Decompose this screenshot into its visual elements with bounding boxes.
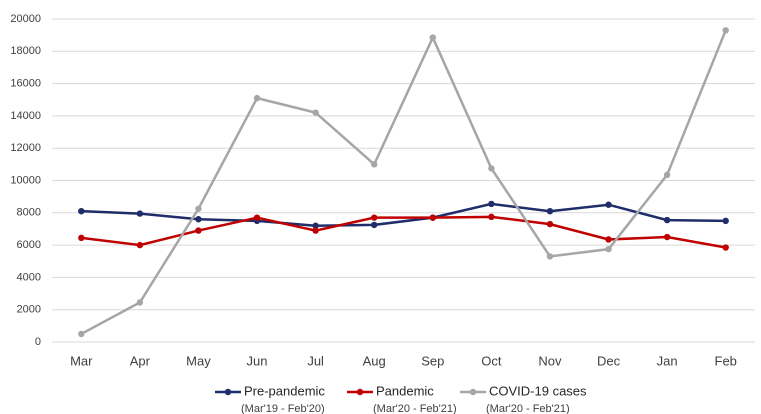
data-point: [605, 245, 612, 253]
data-point: [546, 220, 554, 228]
data-point: [722, 244, 729, 251]
x-tick-label: Sep: [421, 353, 444, 368]
x-tick-label: Apr: [130, 353, 151, 368]
data-point: [429, 34, 436, 41]
data-point: [312, 222, 319, 229]
x-tick-label: May: [186, 353, 211, 368]
data-point: [195, 227, 202, 234]
data-point: [78, 234, 85, 242]
legend-label: COVID-19 cases: [489, 383, 587, 398]
data-point: [195, 216, 202, 223]
y-tick-label: 10000: [10, 174, 41, 186]
data-point: [546, 253, 554, 260]
data-point: [253, 214, 261, 221]
data-point: [663, 233, 671, 241]
data-point: [78, 207, 85, 215]
data-point: [605, 201, 612, 208]
x-tick-label: Mar: [70, 353, 93, 368]
y-tick-label: 14000: [10, 110, 41, 122]
x-tick-label: Jul: [307, 353, 324, 368]
legend-label: Pre-pandemic: [244, 383, 325, 398]
y-tick-label: 16000: [10, 78, 41, 90]
data-point: [663, 216, 671, 224]
data-point: [136, 210, 144, 217]
data-point: [312, 109, 319, 116]
data-point: [722, 217, 729, 225]
x-tick-label: Dec: [597, 353, 621, 368]
data-point: [253, 94, 261, 102]
series-line: [81, 202, 726, 227]
data-point: [429, 214, 436, 221]
legend-marker: [469, 388, 477, 396]
legend-period: (Mar'20 - Feb'21): [373, 403, 457, 414]
data-point: [136, 241, 144, 249]
data-point: [371, 214, 378, 221]
y-tick-label: 18000: [10, 45, 41, 57]
legend-label: Pandemic: [376, 383, 434, 398]
x-tick-label: Oct: [481, 353, 502, 368]
series-line: [80, 29, 727, 336]
legend-period: (Mar'20 - Feb'21): [486, 403, 570, 414]
legend-marker: [224, 388, 232, 396]
y-tick-label: 8000: [17, 207, 41, 219]
data-point: [488, 165, 495, 172]
legend-marker: [356, 388, 364, 396]
data-point: [722, 27, 729, 34]
data-point: [371, 221, 378, 229]
x-tick-label: Feb: [715, 353, 737, 368]
data-point: [136, 299, 144, 306]
x-tick-label: Jan: [657, 353, 678, 368]
data-point: [663, 171, 671, 179]
x-tick-label: Aug: [363, 353, 386, 368]
data-point: [488, 200, 495, 208]
data-point: [195, 205, 202, 212]
y-tick-label: 6000: [17, 239, 41, 251]
data-point: [605, 236, 612, 243]
legend-period: (Mar'19 - Feb'20): [241, 403, 325, 414]
x-tick-label: Nov: [538, 353, 562, 368]
series-line: [81, 215, 726, 249]
y-tick-label: 12000: [10, 142, 41, 154]
x-tick-label: Jun: [247, 353, 268, 368]
y-tick-label: 2000: [17, 304, 41, 316]
data-point: [488, 213, 495, 221]
y-tick-label: 4000: [17, 271, 41, 283]
data-point: [371, 161, 378, 168]
data-point: [312, 227, 319, 234]
data-point: [78, 330, 85, 338]
y-tick-label: 0: [35, 336, 41, 348]
data-point: [546, 207, 554, 215]
y-tick-label: 20000: [10, 13, 41, 25]
